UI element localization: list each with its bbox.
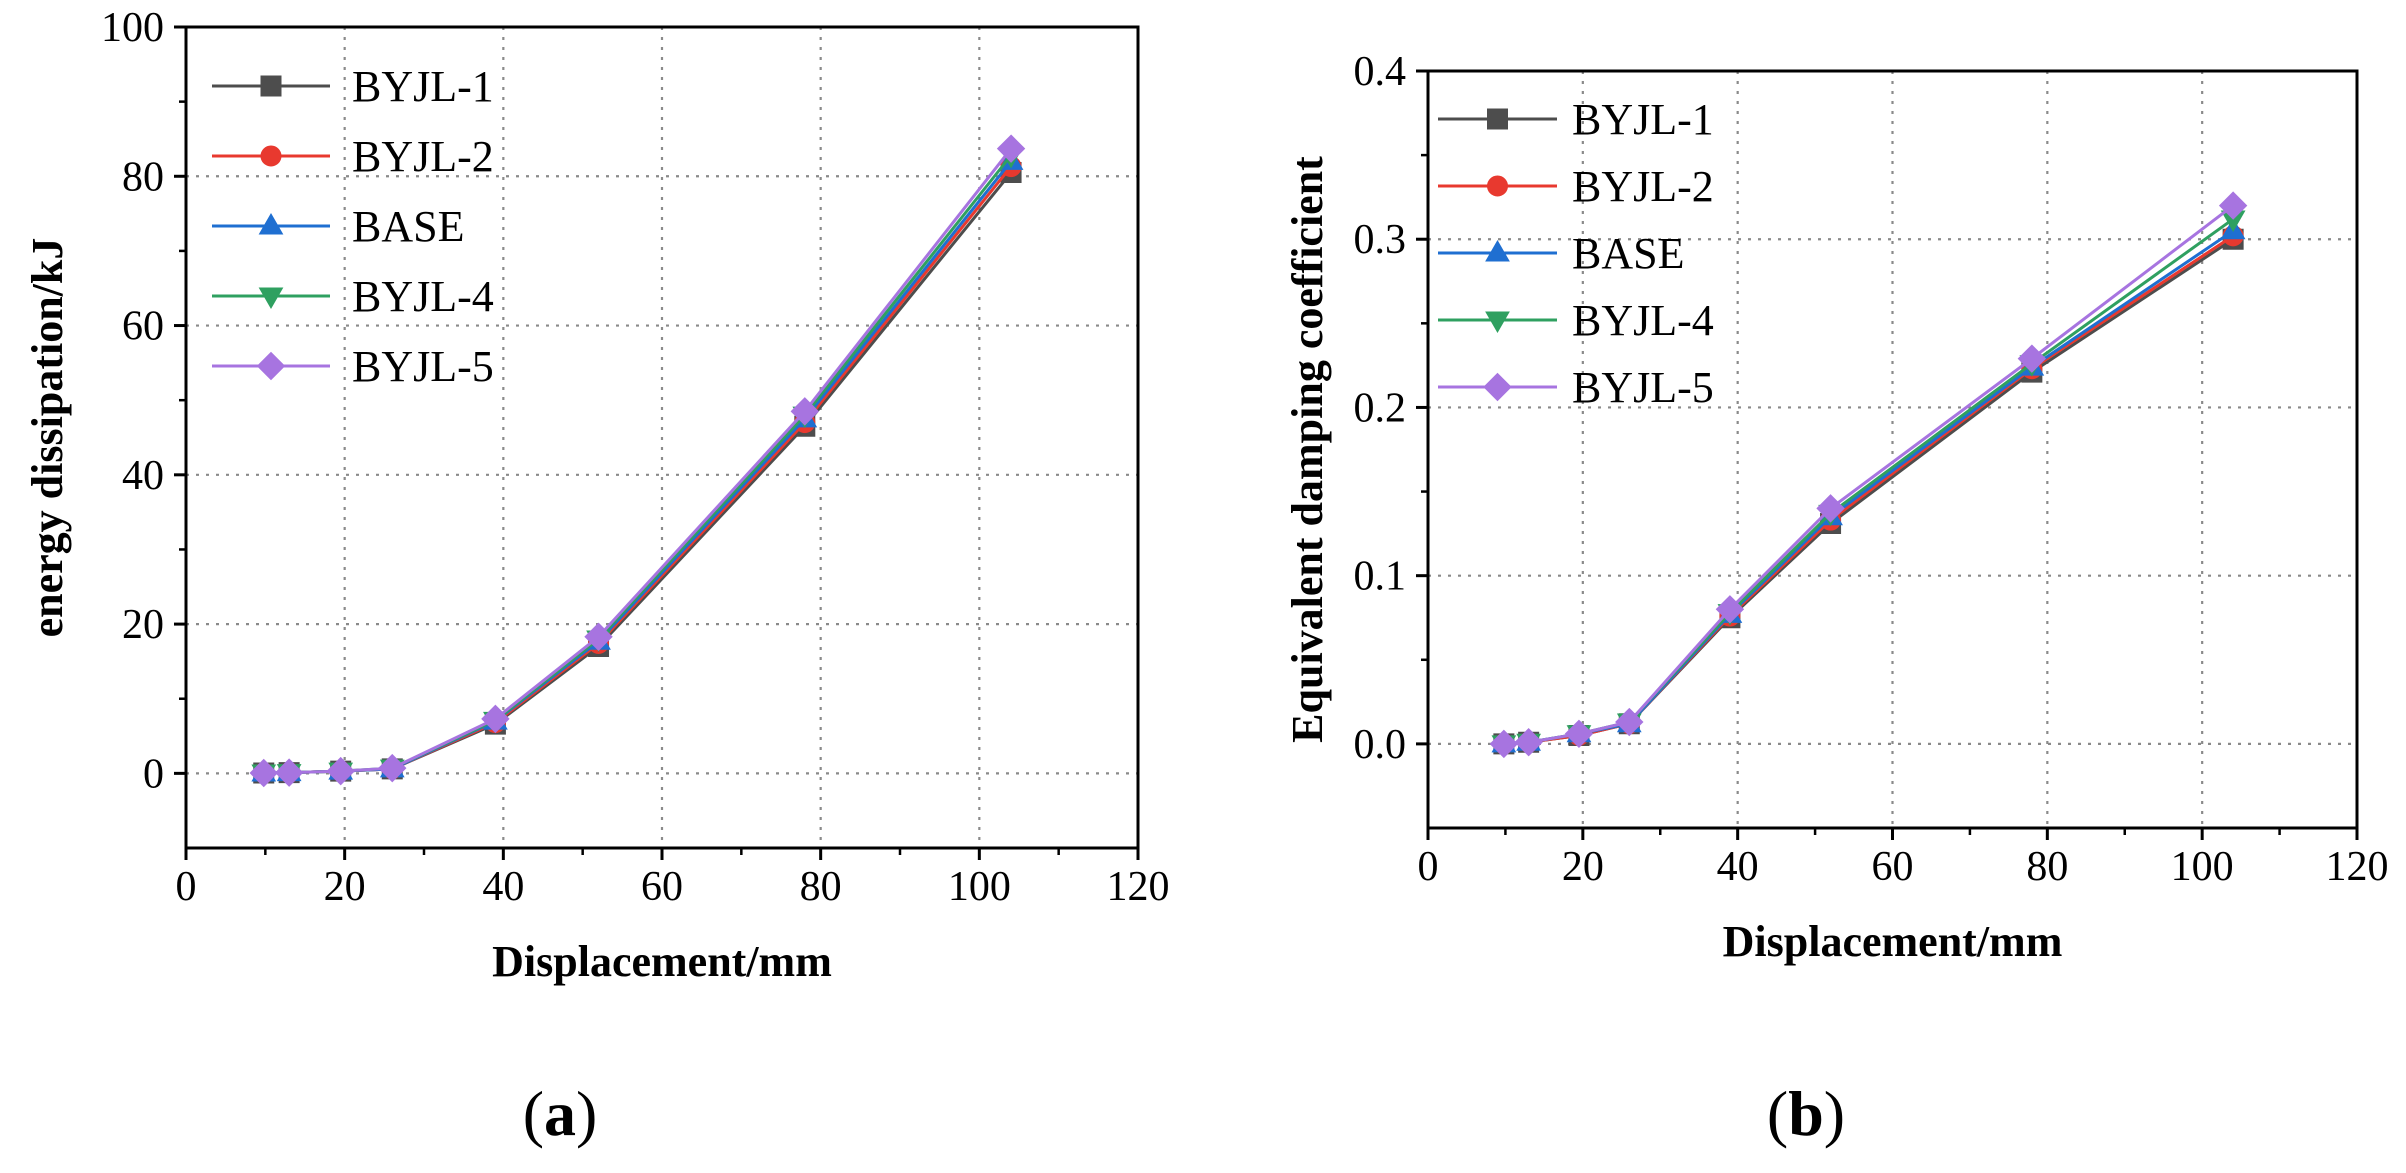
legend-marker	[1487, 175, 1508, 197]
data-point	[790, 397, 820, 426]
legend-item: BYJL-4	[212, 272, 494, 321]
y-tick-label: 60	[122, 304, 164, 350]
x-tick-label: 40	[482, 864, 524, 910]
legend-marker	[256, 351, 286, 381]
data-point	[274, 758, 304, 787]
legend-marker	[1487, 108, 1508, 130]
y-tick-label: 0.4	[1354, 49, 1407, 95]
x-tick-label: 100	[2171, 844, 2234, 890]
x-tick-label: 120	[2326, 844, 2389, 890]
panel-letter: b	[1788, 1078, 1824, 1149]
legend-item: BYJL-2	[1438, 162, 1714, 211]
legend-item: BYJL-5	[1438, 363, 1714, 412]
legend-item: BASE	[1438, 229, 1684, 278]
data-point	[584, 622, 613, 651]
x-tick-label: 100	[948, 864, 1011, 910]
chart-panel-a: 0 20 40 60 80 100 120 0 20 40 60 80 100 Displacement/…	[23, 5, 1170, 1149]
legend: BYJL-1 BYJL-2 BASE BYJL-4 BYJL-5	[212, 62, 494, 391]
legend-marker	[260, 145, 282, 167]
y-axis-title: energy dissipation/kJ	[23, 238, 72, 638]
panel-label: (b)	[1767, 1078, 1845, 1149]
x-tick-label: 80	[800, 864, 842, 910]
data-point	[481, 704, 510, 734]
legend-marker	[1485, 239, 1510, 262]
legend-label: BYJL-2	[352, 132, 494, 181]
legend-label: BYJL-4	[1572, 296, 1714, 345]
data-point	[1615, 707, 1644, 737]
data-point	[1715, 595, 1745, 624]
x-tick-label: 40	[1717, 844, 1759, 890]
data-point	[378, 753, 407, 783]
y-tick-label: 0.0	[1354, 722, 1407, 768]
legend-item: BYJL-1	[212, 62, 494, 111]
legend-marker	[260, 75, 282, 97]
x-tick-label: 20	[1562, 844, 1604, 890]
x-tick-label: 0	[1418, 844, 1439, 890]
y-tick-label: 100	[101, 5, 164, 51]
y-tick-label: 40	[122, 453, 164, 499]
legend-item: BYJL-2	[212, 132, 494, 181]
legend-marker	[1483, 372, 1512, 402]
y-tick-label: 0.2	[1354, 385, 1407, 431]
series-byjl-1	[253, 162, 1022, 784]
series-byjl-4	[1491, 210, 2246, 757]
data-point	[1564, 719, 1594, 749]
x-axis-title: Displacement/mm	[492, 937, 832, 986]
y-tick-label: 0.1	[1354, 554, 1407, 600]
legend-label: BASE	[352, 202, 464, 251]
legend-item: BASE	[212, 202, 464, 251]
legend-label: BYJL-5	[352, 342, 494, 391]
data-point	[2218, 191, 2248, 220]
legend-marker	[258, 287, 284, 310]
legend-label: BASE	[1572, 229, 1684, 278]
legend-item: BYJL-1	[1438, 95, 1714, 144]
data-point	[249, 758, 278, 788]
y-axis-title: Equivalent damping coefficient	[1283, 156, 1332, 743]
data-point	[326, 756, 355, 786]
series-byjl-5	[249, 134, 1026, 788]
data-point	[2017, 344, 2047, 373]
y-tick-label: 20	[122, 602, 164, 648]
series-line	[263, 165, 1013, 775]
y-tick-label: 0	[143, 751, 164, 797]
x-tick-label: 60	[1872, 844, 1914, 890]
legend-label: BYJL-4	[352, 272, 494, 321]
x-tick-label: 120	[1107, 864, 1170, 910]
legend-item: BYJL-5	[212, 342, 494, 391]
data-point	[1489, 729, 1519, 759]
panel-letter: a	[544, 1078, 576, 1149]
panel-label: (a)	[523, 1078, 598, 1149]
y-tick-label: 80	[122, 154, 164, 200]
series-line	[1503, 204, 2235, 746]
plot-frame	[1426, 69, 2359, 830]
legend-item: BYJL-4	[1438, 296, 1714, 345]
chart-panel-b: 0 20 40 60 80 100 120 0.0 0.1 0.2 0.3 0.4 Displaceme…	[1283, 49, 2389, 1149]
legend-label: BYJL-1	[1572, 95, 1714, 144]
series-line	[263, 160, 1013, 775]
legend: BYJL-1 BYJL-2 BASE BYJL-4 BYJL-5	[1438, 95, 1714, 412]
data-point	[1514, 727, 1543, 757]
x-axis-title: Displacement/mm	[1723, 917, 2063, 966]
data-point	[996, 134, 1026, 163]
series-line	[263, 171, 1013, 775]
legend-label: BYJL-2	[1572, 162, 1714, 211]
x-tick-label: 0	[176, 864, 197, 910]
x-tick-label: 20	[324, 864, 366, 910]
legend-label: BYJL-1	[352, 62, 494, 111]
x-tick-label: 80	[2026, 844, 2068, 890]
x-tick-label: 60	[641, 864, 683, 910]
legend-label: BYJL-5	[1572, 363, 1714, 412]
legend-marker	[1485, 311, 1510, 334]
series-byjl-5	[1489, 191, 2248, 759]
legend-marker	[258, 212, 284, 235]
data-point	[1816, 494, 1845, 523]
y-tick-label: 0.3	[1354, 217, 1407, 263]
